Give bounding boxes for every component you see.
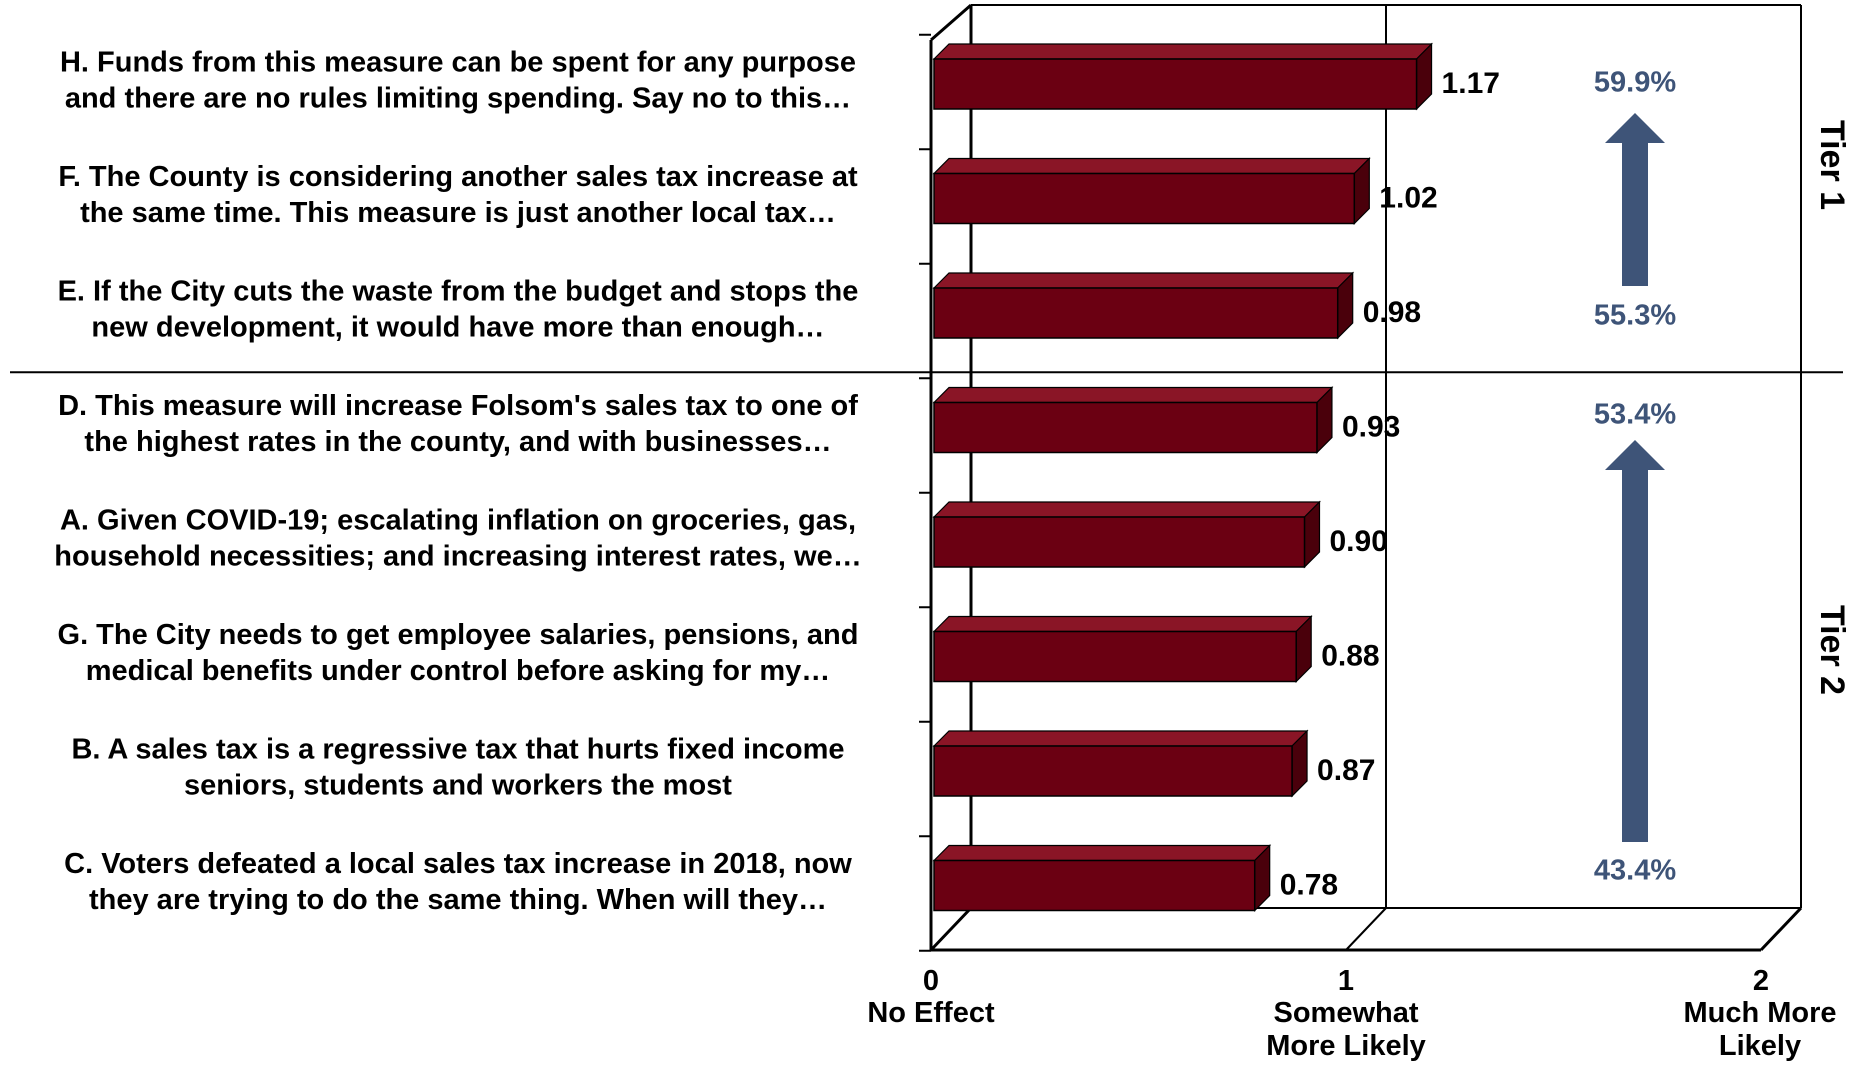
bar-front-face bbox=[933, 58, 1418, 110]
data-label: 0.78 bbox=[1280, 868, 1338, 901]
bar-top-face bbox=[932, 501, 1321, 518]
bar bbox=[932, 500, 1321, 569]
category-label-line: the highest rates in the county, and wit… bbox=[84, 426, 831, 458]
category-label-line: E. If the City cuts the waste from the b… bbox=[58, 276, 859, 308]
data-label: 0.88 bbox=[1321, 639, 1379, 672]
tier-annotations: 59.9% 55.3% Tier 1 53.4% 43.4% Tier 2 bbox=[1594, 67, 1851, 887]
tier-group: 53.4% 43.4% Tier 2 bbox=[1594, 399, 1851, 887]
tier-label: Tier 2 bbox=[1813, 605, 1851, 695]
x-tick-number: 2 bbox=[1753, 965, 1769, 997]
x-tick: 0No Effect bbox=[867, 965, 995, 1029]
data-label: 1.02 bbox=[1379, 181, 1437, 214]
bar-front-face bbox=[933, 172, 1356, 225]
plot-frame bbox=[10, 3, 1843, 952]
x-tick-label: No Effect bbox=[867, 997, 995, 1029]
tier-label: Tier 1 bbox=[1813, 120, 1851, 210]
floor-left-edge bbox=[929, 906, 973, 952]
data-label: 0.87 bbox=[1317, 754, 1375, 787]
x-tick-label: Much More bbox=[1683, 997, 1836, 1029]
bar-top-face bbox=[932, 730, 1309, 747]
bar-front-face bbox=[933, 859, 1256, 912]
value-labels: 1.17 1.02 0.98 0.93 0.90 0.88 0.87 0.78 bbox=[1280, 67, 1500, 902]
x-tick-label: Likely bbox=[1719, 1030, 1801, 1062]
tier-pct-top: 59.9% bbox=[1594, 67, 1676, 99]
bars bbox=[932, 42, 1433, 912]
category-label-line: C. Voters defeated a local sales tax inc… bbox=[64, 848, 852, 880]
category-label-line: D. This measure will increase Folsom's s… bbox=[58, 390, 858, 422]
category-label-line: seniors, students and workers the most bbox=[184, 770, 732, 802]
bar bbox=[932, 157, 1371, 225]
bar-front-face bbox=[933, 516, 1306, 568]
tier-pct-bottom: 43.4% bbox=[1594, 855, 1676, 887]
category-label-line: H. Funds from this measure can be spent … bbox=[60, 47, 856, 79]
category-label-line: A. Given COVID-19; escalating inflation … bbox=[60, 505, 856, 537]
category-label-line: household necessities; and increasing in… bbox=[54, 541, 861, 573]
category-label-line: F. The County is considering another sal… bbox=[58, 161, 858, 193]
category-label-line: new development, it would have more than… bbox=[91, 312, 824, 344]
data-label: 1.17 bbox=[1442, 67, 1500, 100]
floor-right-edge bbox=[1759, 906, 1803, 952]
bar bbox=[932, 844, 1272, 912]
side-wall-top-edge bbox=[930, 3, 972, 42]
bar-front-face bbox=[933, 745, 1293, 797]
bar bbox=[932, 271, 1355, 340]
bar-top-face bbox=[932, 43, 1433, 60]
x-tick-label: More Likely bbox=[1266, 1030, 1426, 1062]
category-label-line: and there are no rules limiting spending… bbox=[65, 83, 851, 115]
bar-top-face bbox=[932, 386, 1334, 404]
x-tick-label: Somewhat bbox=[1273, 997, 1418, 1029]
x-tick-number: 1 bbox=[1338, 965, 1354, 997]
bar-front-face bbox=[933, 630, 1297, 683]
up-arrow-icon bbox=[1605, 440, 1665, 842]
up-arrow-icon bbox=[1605, 113, 1665, 286]
category-label-line: they are trying to do the same thing. Wh… bbox=[89, 884, 827, 916]
bar-top-face bbox=[932, 844, 1272, 862]
bar bbox=[932, 615, 1313, 683]
tier-pct-bottom: 55.3% bbox=[1594, 300, 1676, 332]
bar-top-face bbox=[932, 272, 1355, 289]
tier-pct-top: 53.4% bbox=[1594, 399, 1676, 431]
bar-front-face bbox=[933, 287, 1339, 339]
bar bbox=[932, 42, 1433, 111]
category-label-line: medical benefits under control before as… bbox=[86, 655, 830, 687]
reference-floor-line bbox=[1345, 907, 1387, 951]
bar-front-face bbox=[933, 401, 1318, 454]
data-label: 0.93 bbox=[1342, 410, 1400, 443]
x-tick-number: 0 bbox=[923, 965, 939, 997]
category-label-line: the same time. This measure is just anot… bbox=[80, 197, 836, 229]
data-label: 0.90 bbox=[1330, 525, 1388, 558]
bar-top-face bbox=[932, 615, 1313, 633]
data-label: 0.98 bbox=[1363, 296, 1421, 329]
category-label-line: G. The City needs to get employee salari… bbox=[58, 619, 859, 651]
bar-top-face bbox=[932, 157, 1371, 175]
tier-group: 59.9% 55.3% Tier 1 bbox=[1594, 67, 1851, 332]
bar bbox=[932, 729, 1309, 798]
bar bbox=[932, 386, 1334, 454]
category-labels: H. Funds from this measure can be spent … bbox=[54, 47, 861, 917]
category-label-line: B. A sales tax is a regressive tax that … bbox=[71, 734, 844, 766]
